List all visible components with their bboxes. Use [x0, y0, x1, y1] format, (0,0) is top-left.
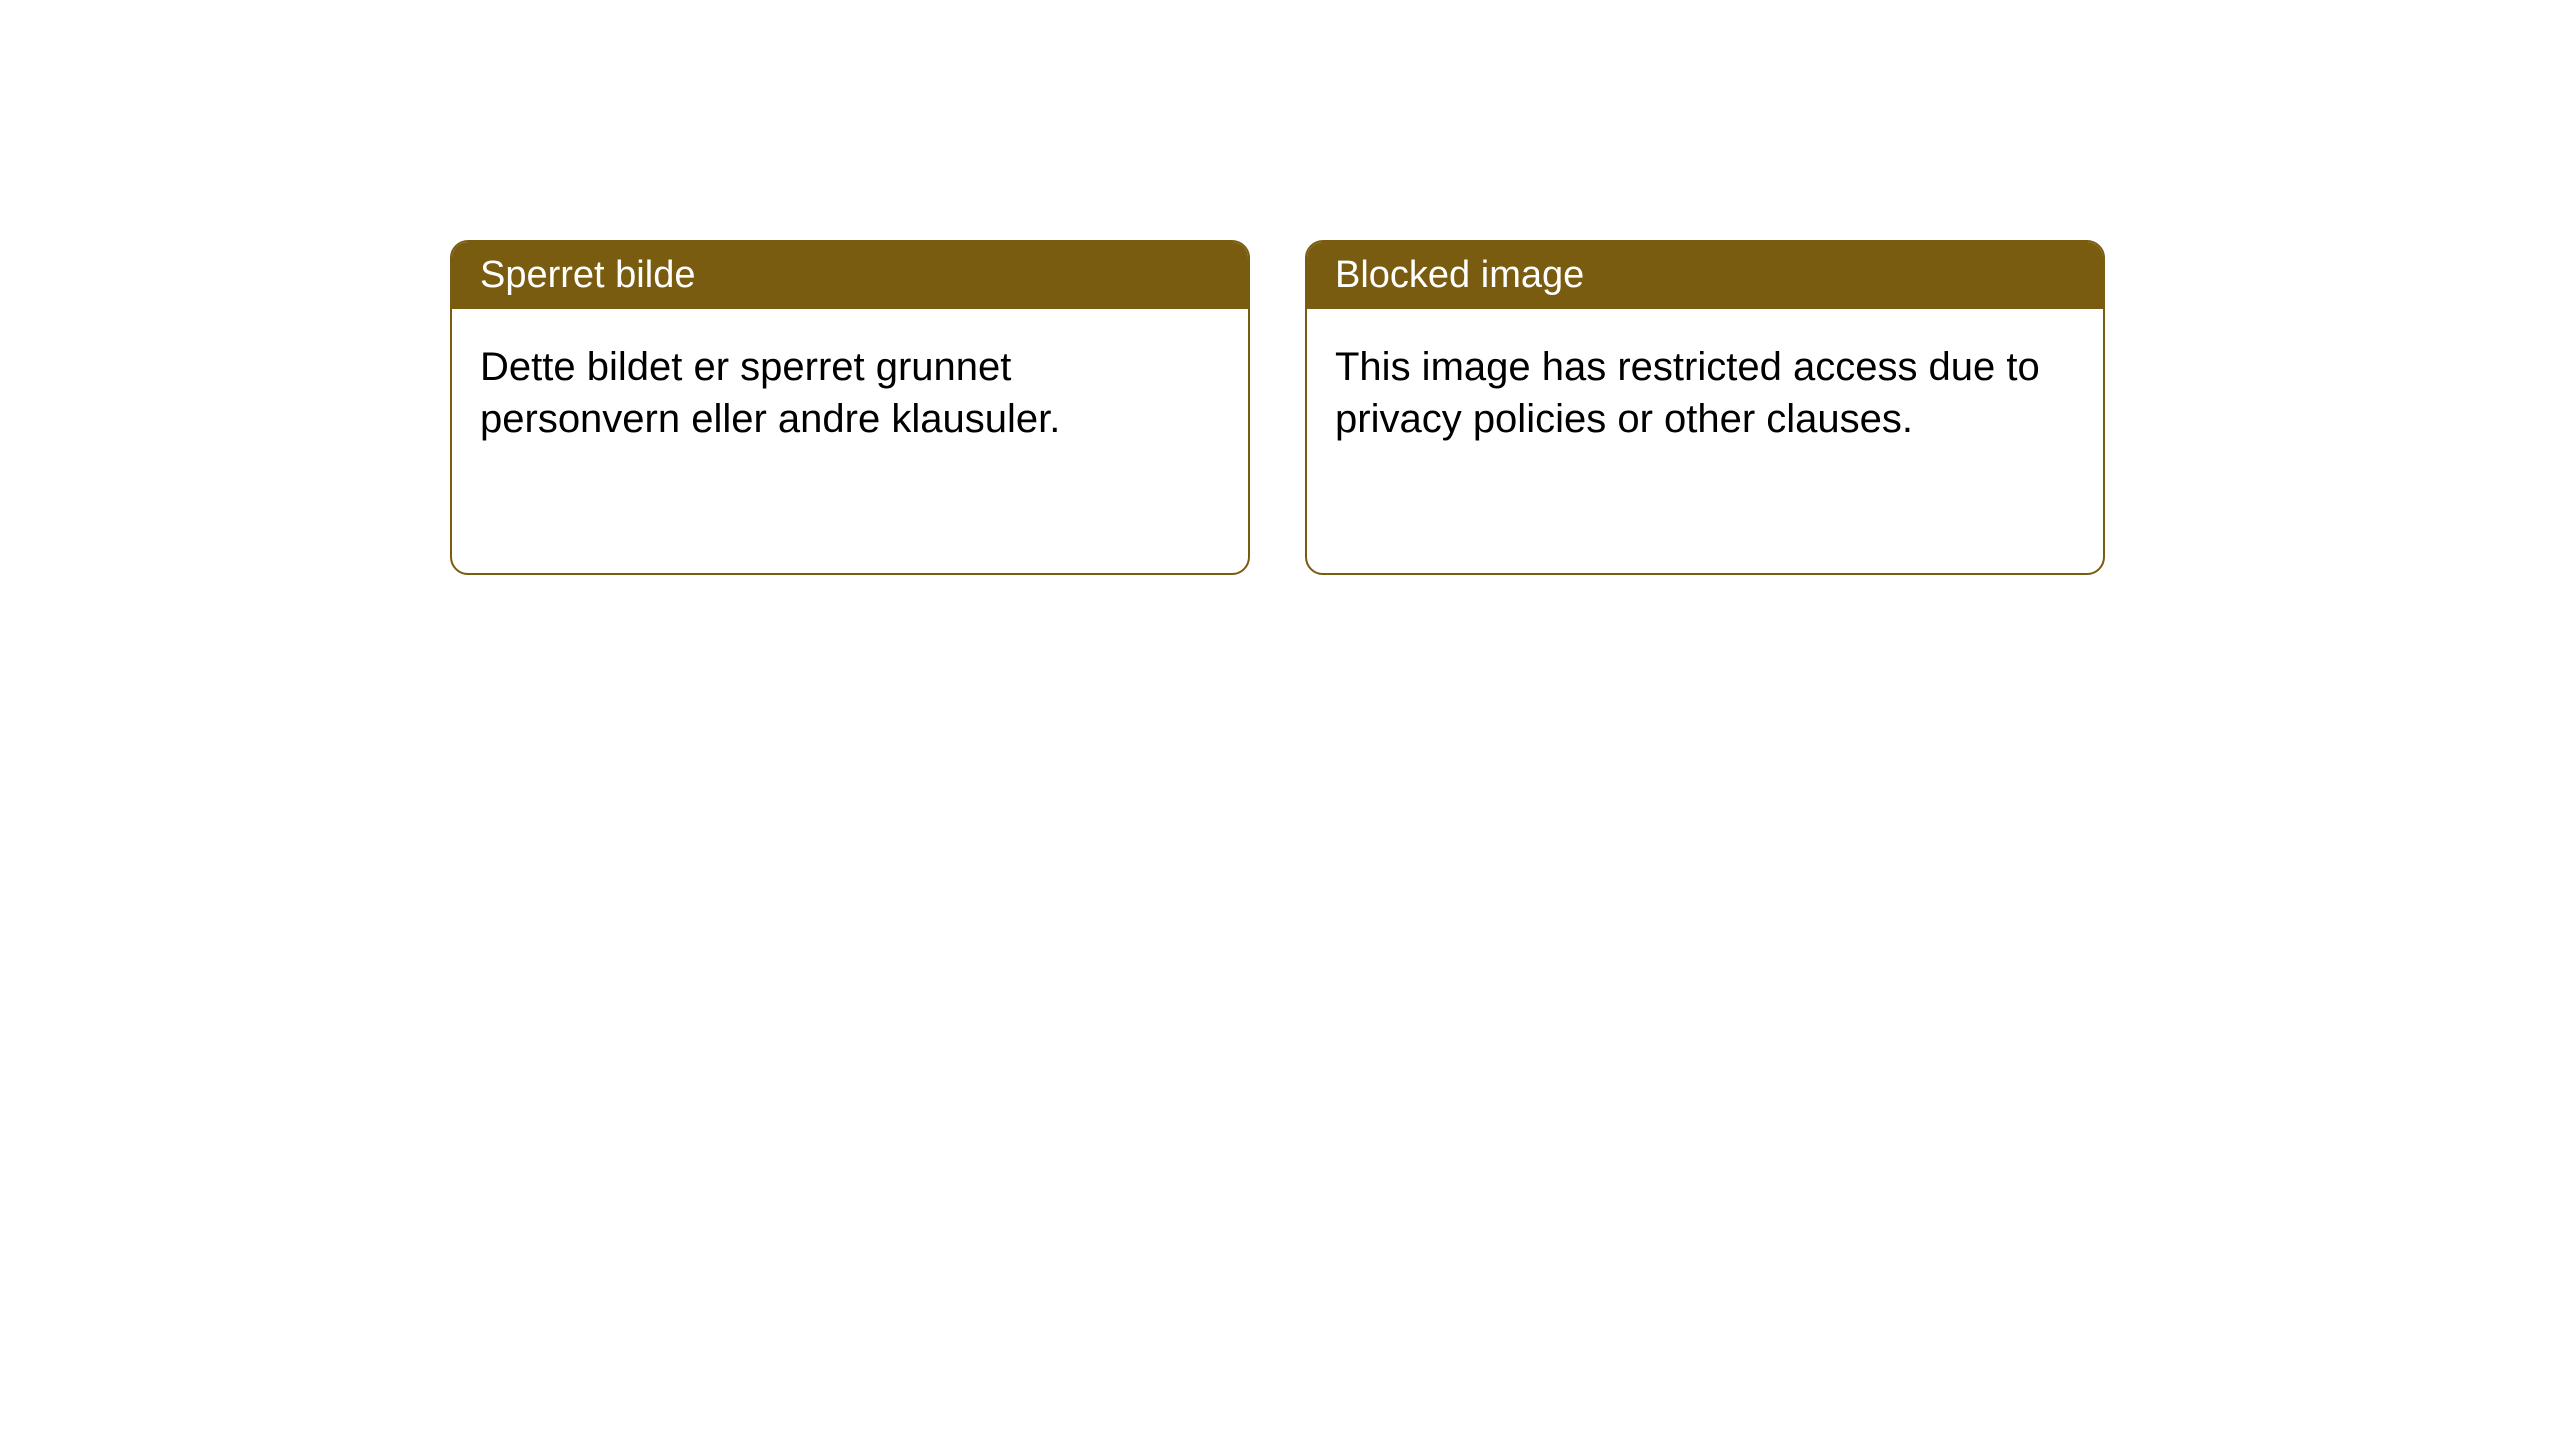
- notice-card-english: Blocked image This image has restricted …: [1305, 240, 2105, 575]
- notice-title-norwegian: Sperret bilde: [452, 242, 1248, 309]
- notice-body-norwegian: Dette bildet er sperret grunnet personve…: [452, 309, 1248, 477]
- notice-container: Sperret bilde Dette bildet er sperret gr…: [0, 0, 2560, 575]
- notice-title-english: Blocked image: [1307, 242, 2103, 309]
- notice-card-norwegian: Sperret bilde Dette bildet er sperret gr…: [450, 240, 1250, 575]
- notice-body-english: This image has restricted access due to …: [1307, 309, 2103, 477]
